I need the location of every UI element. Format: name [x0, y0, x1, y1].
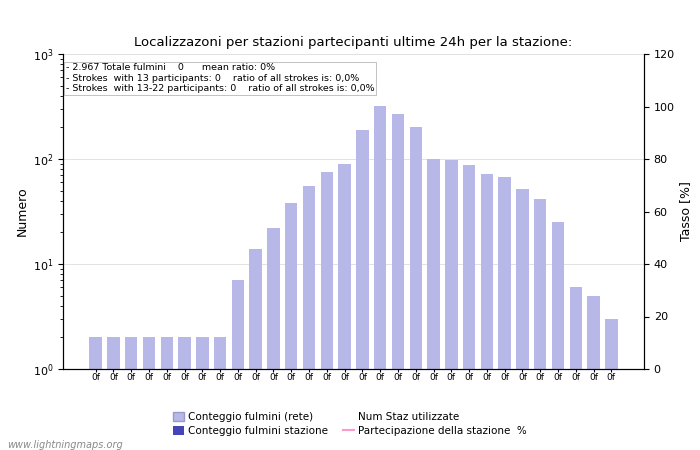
Bar: [321, 172, 333, 450]
Bar: [481, 174, 493, 450]
Bar: [178, 338, 191, 450]
Legend: Conteggio fulmini (rete), Conteggio fulmini stazione, Num Staz utilizzate, Parte: Conteggio fulmini (rete), Conteggio fulm…: [169, 408, 531, 440]
Bar: [605, 319, 617, 450]
Bar: [570, 287, 582, 450]
Bar: [374, 106, 386, 450]
Bar: [463, 165, 475, 450]
Text: - 2.967 Totale fulmini    0      mean ratio: 0%
- Strokes  with 13 participants:: - 2.967 Totale fulmini 0 mean ratio: 0% …: [66, 63, 375, 93]
Bar: [90, 338, 102, 450]
Bar: [356, 130, 369, 450]
Bar: [552, 222, 564, 450]
Bar: [587, 296, 600, 450]
Bar: [410, 127, 422, 450]
Text: www.lightningmaps.org: www.lightningmaps.org: [7, 440, 122, 450]
Bar: [249, 249, 262, 450]
Bar: [445, 160, 458, 450]
Bar: [125, 338, 137, 450]
Bar: [160, 338, 173, 450]
Title: Localizzazoni per stazioni partecipanti ultime 24h per la stazione:: Localizzazoni per stazioni partecipanti …: [134, 36, 573, 49]
Bar: [143, 338, 155, 450]
Bar: [516, 189, 528, 450]
Bar: [303, 186, 315, 450]
Y-axis label: Numero: Numero: [15, 187, 29, 236]
Bar: [232, 280, 244, 450]
Bar: [214, 338, 226, 450]
Bar: [427, 159, 440, 450]
Bar: [338, 164, 351, 450]
Bar: [285, 203, 298, 450]
Bar: [498, 176, 511, 450]
Bar: [267, 228, 280, 450]
Y-axis label: Tasso [%]: Tasso [%]: [679, 181, 692, 242]
Bar: [392, 114, 404, 450]
Bar: [107, 338, 120, 450]
Bar: [534, 198, 547, 450]
Bar: [196, 338, 209, 450]
